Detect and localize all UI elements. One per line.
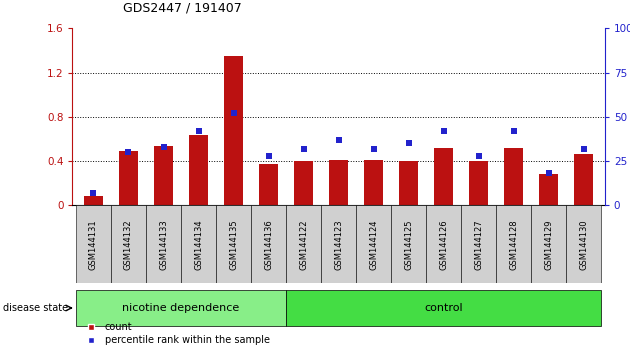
Bar [399, 161, 418, 205]
Point [263, 153, 273, 159]
Text: disease state: disease state [3, 303, 68, 313]
Point [193, 128, 203, 134]
Bar [504, 148, 524, 205]
Bar [357, 205, 391, 283]
Point [544, 171, 554, 176]
Point [123, 149, 134, 155]
Bar [329, 160, 348, 205]
Text: GSM144129: GSM144129 [544, 219, 553, 269]
Bar [294, 161, 313, 205]
Text: GSM144130: GSM144130 [580, 219, 588, 270]
Text: GSM144133: GSM144133 [159, 219, 168, 270]
Text: GSM144126: GSM144126 [439, 219, 448, 270]
Bar [251, 205, 286, 283]
Point [299, 146, 309, 152]
Bar [259, 164, 278, 205]
Bar [391, 205, 426, 283]
Bar [181, 205, 216, 283]
Text: GSM144134: GSM144134 [194, 219, 203, 270]
Text: GSM144122: GSM144122 [299, 219, 308, 269]
Text: GSM144125: GSM144125 [404, 219, 413, 269]
Text: GSM144123: GSM144123 [334, 219, 343, 270]
Bar [154, 145, 173, 205]
Point [229, 110, 239, 116]
Text: GSM144127: GSM144127 [474, 219, 483, 270]
Text: GSM144124: GSM144124 [369, 219, 378, 269]
Bar [224, 56, 243, 205]
Bar [321, 205, 356, 283]
Text: GSM144135: GSM144135 [229, 219, 238, 270]
Bar [111, 205, 146, 283]
Bar [286, 290, 601, 326]
Text: GSM144131: GSM144131 [89, 219, 98, 270]
Text: control: control [425, 303, 463, 313]
Text: GSM144132: GSM144132 [124, 219, 133, 270]
Point [88, 190, 98, 196]
Bar [189, 135, 208, 205]
Point [508, 128, 518, 134]
Point [369, 146, 379, 152]
Bar [469, 161, 488, 205]
Bar [539, 175, 558, 205]
Bar [574, 154, 593, 205]
Bar [146, 205, 181, 283]
Bar [434, 148, 454, 205]
Text: GDS2447 / 191407: GDS2447 / 191407 [123, 1, 241, 14]
Text: nicotine dependence: nicotine dependence [122, 303, 239, 313]
Text: GSM144136: GSM144136 [264, 219, 273, 270]
Bar [84, 196, 103, 205]
Legend: count, percentile rank within the sample: count, percentile rank within the sample [77, 319, 273, 349]
Bar [461, 205, 496, 283]
Bar [76, 205, 111, 283]
Bar [364, 160, 383, 205]
Point [159, 144, 169, 150]
Point [474, 153, 484, 159]
Point [404, 141, 414, 146]
Bar [427, 205, 461, 283]
Bar [76, 290, 286, 326]
Bar [496, 205, 531, 283]
Bar [566, 205, 601, 283]
Bar [119, 151, 138, 205]
Point [579, 146, 589, 152]
Bar [216, 205, 251, 283]
Point [438, 128, 449, 134]
Bar [286, 205, 321, 283]
Bar [532, 205, 566, 283]
Text: GSM144128: GSM144128 [509, 219, 518, 270]
Point [333, 137, 343, 143]
